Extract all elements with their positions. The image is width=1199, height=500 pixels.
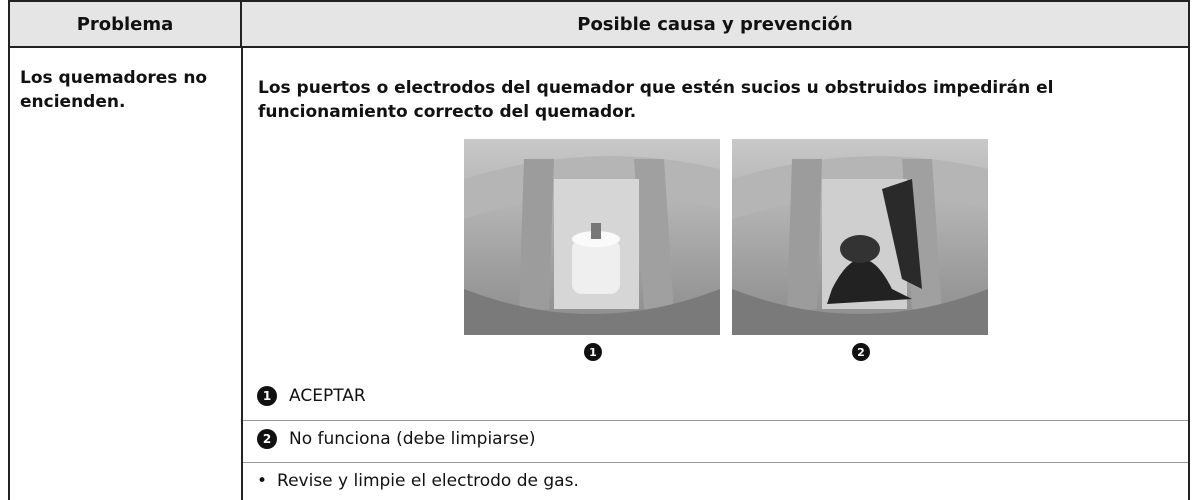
photo-dirty bbox=[732, 139, 988, 335]
header-cell: Posible causa y prevención bbox=[242, 2, 1188, 48]
list-item: 1 ACEPTAR bbox=[243, 378, 1188, 414]
image-marker: 1 bbox=[584, 343, 602, 361]
image-marker: 2 bbox=[852, 343, 870, 361]
problem-text: Los quemadores no encienden. bbox=[20, 68, 208, 112]
photo-ok bbox=[464, 139, 720, 335]
item-text: Revise y limpie el electrodo de gas. bbox=[277, 470, 579, 491]
column-divider bbox=[241, 48, 243, 500]
cause-text: Los puertos o electrodos del quemador qu… bbox=[258, 78, 1054, 122]
list-item: • Revise y limpie el electrodo de gas. bbox=[243, 462, 1188, 498]
table: Problema Posible causa y prevención Los … bbox=[8, 0, 1190, 500]
item-marker: 2 bbox=[257, 428, 277, 449]
item-marker: 1 bbox=[257, 386, 277, 406]
item-text: No funciona (debe limpiarse) bbox=[289, 428, 536, 449]
item-marker: • bbox=[257, 470, 268, 491]
list-item: 2 No funciona (debe limpiarse) bbox=[243, 420, 1188, 456]
item-text: ACEPTAR bbox=[289, 386, 366, 406]
header-cell: Problema bbox=[10, 2, 242, 48]
